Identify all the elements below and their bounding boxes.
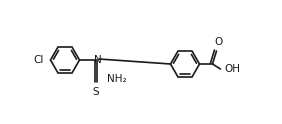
Text: O: O: [214, 37, 222, 47]
Text: OH: OH: [224, 64, 241, 74]
Text: N: N: [94, 55, 101, 65]
Text: NH₂: NH₂: [107, 74, 126, 83]
Text: Cl: Cl: [34, 55, 44, 65]
Text: S: S: [92, 87, 99, 97]
